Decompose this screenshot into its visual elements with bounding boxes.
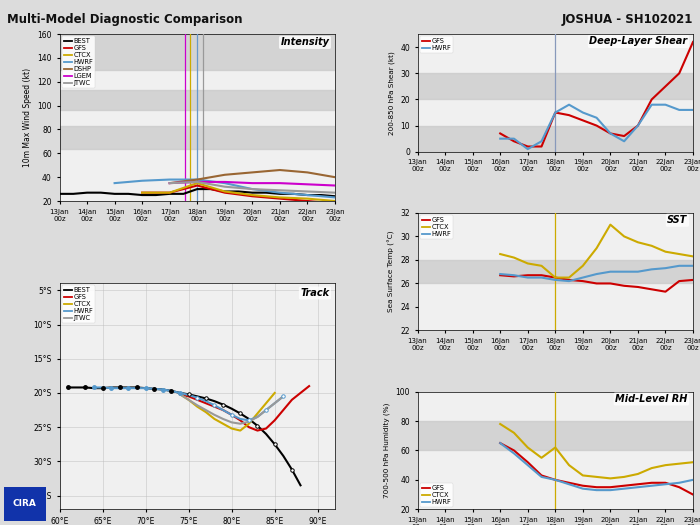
Text: SST: SST: [667, 215, 687, 225]
Bar: [60, 90, 335, 110]
Y-axis label: 200-850 hPa Shear (kt): 200-850 hPa Shear (kt): [388, 51, 395, 135]
Bar: [418, 125, 693, 152]
Text: Deep-Layer Shear: Deep-Layer Shear: [589, 36, 687, 47]
Bar: [60, 34, 335, 70]
Legend: BEST, GFS, CTCX, HWRF, JTWC: BEST, GFS, CTCX, HWRF, JTWC: [62, 286, 95, 323]
Bar: [60, 126, 335, 149]
Y-axis label: 10m Max Wind Speed (kt): 10m Max Wind Speed (kt): [23, 68, 32, 167]
Legend: GFS, CTCX, HWRF: GFS, CTCX, HWRF: [419, 215, 454, 239]
Text: JOSHUA - SH102021: JOSHUA - SH102021: [561, 13, 693, 26]
Text: CIRA: CIRA: [13, 499, 36, 508]
Y-axis label: 700-500 hPa Humidity (%): 700-500 hPa Humidity (%): [384, 403, 390, 498]
Y-axis label: Sea Surface Temp (°C): Sea Surface Temp (°C): [387, 231, 395, 312]
Bar: [418, 421, 693, 450]
Bar: [418, 74, 693, 99]
Legend: BEST, GFS, CTCX, HWRF, DSHP, LGEM, JTWC: BEST, GFS, CTCX, HWRF, DSHP, LGEM, JTWC: [62, 36, 95, 88]
Text: Track: Track: [300, 288, 330, 298]
Text: Mid-Level RH: Mid-Level RH: [615, 394, 687, 404]
Legend: GFS, CTCX, HWRF: GFS, CTCX, HWRF: [419, 483, 454, 507]
Text: Multi-Model Diagnostic Comparison: Multi-Model Diagnostic Comparison: [7, 13, 242, 26]
Bar: [418, 260, 693, 284]
Legend: GFS, HWRF: GFS, HWRF: [419, 36, 454, 53]
Text: Intensity: Intensity: [281, 37, 330, 47]
